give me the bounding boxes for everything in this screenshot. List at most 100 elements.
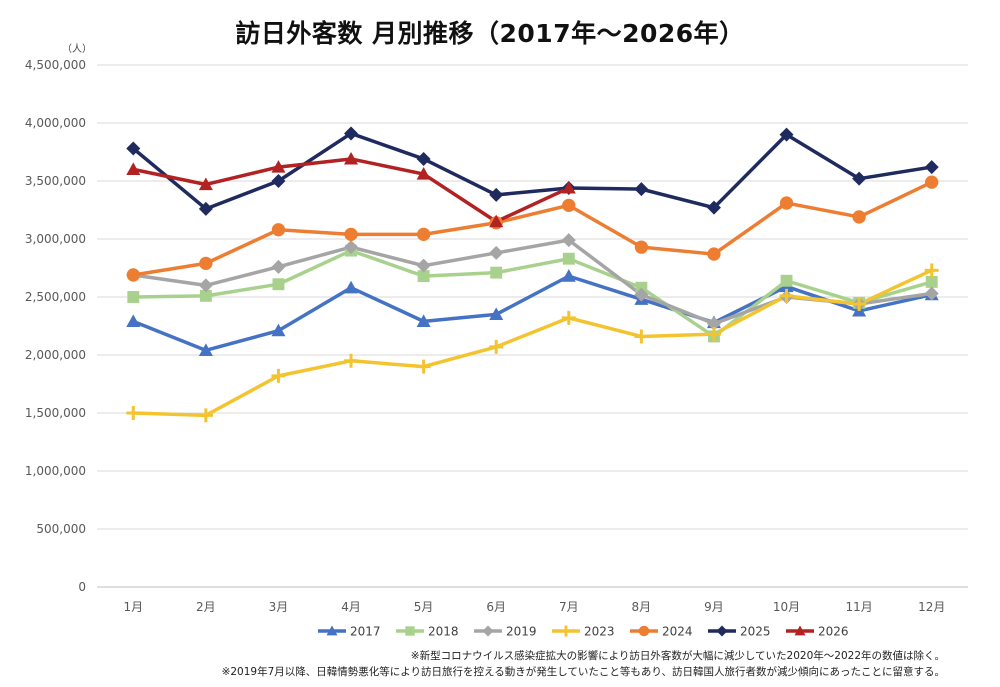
data-point-2025	[634, 182, 649, 197]
y-tick-label: 3,500,000	[25, 174, 86, 188]
data-point-2026	[489, 214, 504, 228]
legend-marker	[560, 625, 572, 637]
x-tick-label: 9月	[704, 600, 724, 614]
legend-label: 2017	[350, 625, 381, 639]
footnote-korea: ※2019年7月以降、日韓情勢悪化等により訪日旅行を控える動きが発生していたこと…	[221, 666, 945, 678]
data-point-2024	[852, 210, 866, 224]
data-point-2025	[924, 160, 939, 175]
data-point-2024	[126, 268, 140, 282]
data-point-2026	[416, 167, 431, 180]
data-point-2023	[706, 327, 721, 342]
data-point-2024	[562, 198, 576, 213]
data-point-2018	[925, 275, 938, 288]
data-point-2019	[924, 286, 939, 301]
series-line-2017	[132, 274, 933, 353]
data-point-2023	[198, 408, 213, 423]
data-point-2024	[271, 223, 286, 237]
y-tick-label: 2,000,000	[25, 348, 86, 362]
y-tick-label: 1,500,000	[25, 406, 86, 420]
legend-item-2024[interactable]: 2024	[630, 625, 693, 639]
data-point-2024	[925, 175, 939, 189]
legend-item-2025[interactable]: 2025	[708, 625, 771, 639]
y-tick-label: 3,000,000	[25, 232, 86, 246]
data-point-2023	[634, 329, 649, 344]
y-tick-label: 0	[78, 580, 86, 594]
legend-item-2019[interactable]: 2019	[474, 625, 537, 639]
data-point-2024	[707, 247, 721, 261]
data-point-2025	[271, 174, 286, 188]
data-point-2026	[344, 151, 359, 165]
data-point-2019	[416, 258, 431, 273]
y-tick-label: 1,000,000	[25, 464, 86, 478]
series-line-2026	[132, 157, 570, 224]
data-point-2026	[561, 180, 576, 194]
y-tick-label: 2,500,000	[25, 290, 86, 304]
legend-marker	[405, 626, 415, 636]
data-point-2025	[779, 127, 794, 142]
data-point-2025	[344, 126, 359, 141]
y-tick-label: 4,000,000	[25, 116, 86, 130]
data-point-2026	[126, 162, 141, 175]
legend-marker	[794, 625, 806, 636]
data-point-2024	[779, 196, 794, 210]
data-point-2018	[272, 278, 285, 291]
data-point-2023	[852, 296, 867, 311]
data-point-2023	[561, 310, 576, 325]
x-tick-label: 2月	[196, 600, 216, 614]
data-point-2025	[198, 201, 213, 216]
data-point-2024	[199, 256, 213, 271]
data-point-2019	[271, 259, 286, 274]
y-axis-ticks: 0 500,000 1,000,000 1,500,000 2,000,000 2,500…	[25, 58, 86, 594]
legend-label: 2025	[740, 625, 771, 639]
data-point-2025	[126, 141, 141, 156]
data-point-2019	[561, 233, 576, 248]
series-line-2019	[133, 238, 932, 326]
x-tick-label: 1月	[123, 600, 143, 614]
legend-marker	[638, 625, 650, 637]
data-point-2026	[198, 177, 213, 191]
legend-item-2026[interactable]: 2026	[786, 625, 849, 639]
data-point-2024	[416, 227, 431, 242]
chart-title: 訪日外客数 月別推移（2017年～2026年）	[235, 19, 745, 48]
data-point-2019	[489, 245, 504, 260]
x-axis-ticks: 1月 2月 3月 4月 5月 6月 7月 8月 9月 10月 11月 12月	[123, 600, 945, 614]
data-point-2023	[924, 263, 939, 278]
data-point-2026	[271, 160, 286, 173]
data-point-2019	[344, 240, 359, 255]
x-tick-label: 8月	[632, 600, 652, 614]
data-point-2024	[634, 240, 649, 254]
legend-item-2023[interactable]: 2023	[552, 625, 615, 639]
data-point-2019	[706, 316, 721, 331]
data-point-2019	[634, 287, 649, 302]
data-point-2017	[489, 307, 504, 320]
x-tick-label: 12月	[918, 600, 945, 614]
data-point-2017	[198, 343, 213, 356]
data-point-2018	[127, 291, 140, 303]
legend-item-2017[interactable]: 2017	[318, 625, 381, 639]
series-line-2025	[132, 131, 932, 211]
data-point-2025	[489, 187, 504, 202]
series-markers	[126, 126, 939, 423]
x-tick-label: 6月	[486, 600, 506, 614]
legend-item-2018[interactable]: 2018	[396, 625, 459, 639]
legend: 2017 2018 2019 2023 2024 2025 2026	[318, 625, 849, 639]
footnote-covid: ※新型コロナウイルス感染症拡大の影響により訪日外客数が大幅に減少していた2020…	[410, 650, 945, 662]
data-point-2018	[417, 270, 430, 283]
series-line-2024	[133, 180, 933, 277]
series-line-2023	[133, 268, 933, 418]
data-point-2017	[126, 314, 141, 327]
x-tick-label: 10月	[773, 600, 800, 614]
legend-marker	[482, 625, 494, 637]
series-line-2018	[133, 248, 933, 339]
data-point-2017	[561, 269, 576, 282]
y-tick-label: 4,500,000	[25, 58, 86, 72]
data-point-2024	[344, 227, 358, 242]
x-tick-label: 3月	[269, 600, 289, 614]
legend-label: 2019	[506, 625, 537, 639]
data-point-2017	[271, 323, 286, 337]
data-point-2019	[198, 278, 213, 293]
data-point-2023	[489, 339, 504, 354]
y-axis-unit: （人）	[62, 44, 92, 55]
series-lines	[132, 131, 933, 418]
